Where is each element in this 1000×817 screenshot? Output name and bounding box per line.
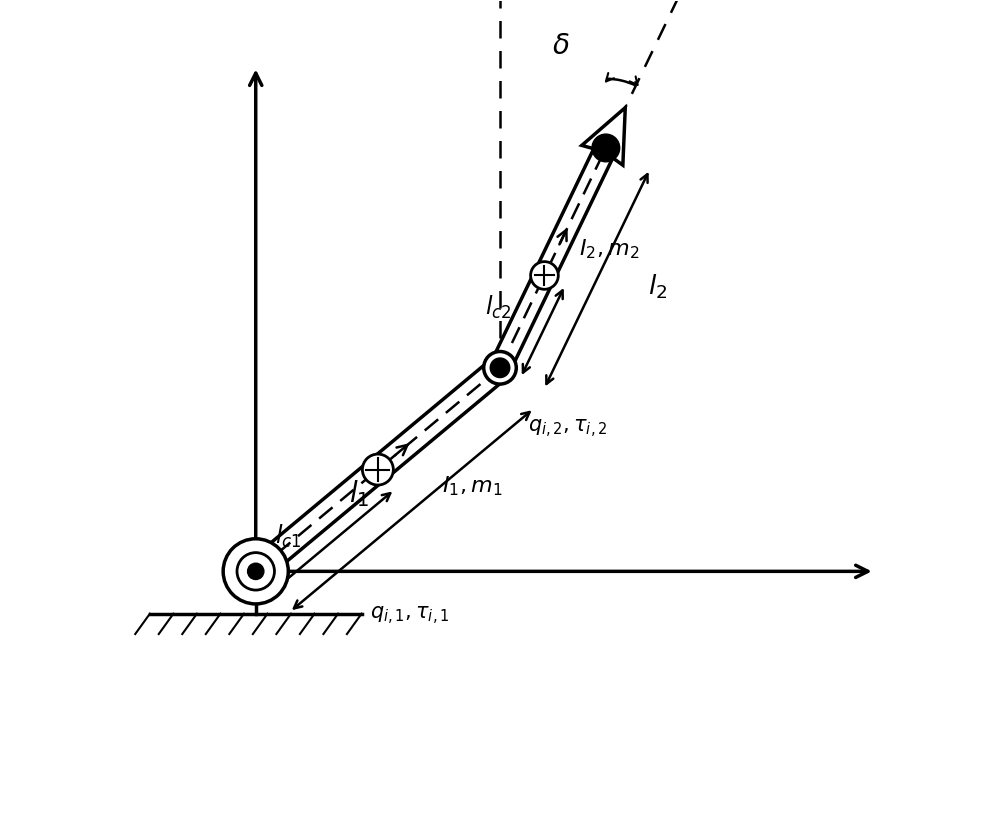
Polygon shape	[248, 359, 508, 581]
Text: $I_1,m_1$: $I_1,m_1$	[442, 474, 503, 498]
Text: $l_1$: $l_1$	[349, 479, 369, 509]
Circle shape	[592, 134, 620, 162]
Circle shape	[248, 563, 264, 579]
Circle shape	[362, 454, 393, 485]
Circle shape	[237, 552, 274, 590]
Circle shape	[490, 358, 510, 377]
Circle shape	[223, 538, 288, 604]
Text: $l_2$: $l_2$	[648, 273, 668, 301]
Circle shape	[484, 351, 516, 384]
Text: $\delta$: $\delta$	[552, 33, 570, 60]
Text: $q_{i,2},\tau_{i,2}$: $q_{i,2},\tau_{i,2}$	[528, 417, 608, 440]
Polygon shape	[582, 108, 625, 165]
Text: $l_{c2}$: $l_{c2}$	[485, 293, 511, 321]
Text: $q_{i,1},\tau_{i,1}$: $q_{i,1},\tau_{i,1}$	[370, 605, 449, 627]
Text: $l_{c1}$: $l_{c1}$	[275, 523, 302, 550]
Circle shape	[531, 261, 558, 289]
Polygon shape	[490, 143, 615, 373]
Text: $I_2,m_2$: $I_2,m_2$	[579, 238, 640, 261]
